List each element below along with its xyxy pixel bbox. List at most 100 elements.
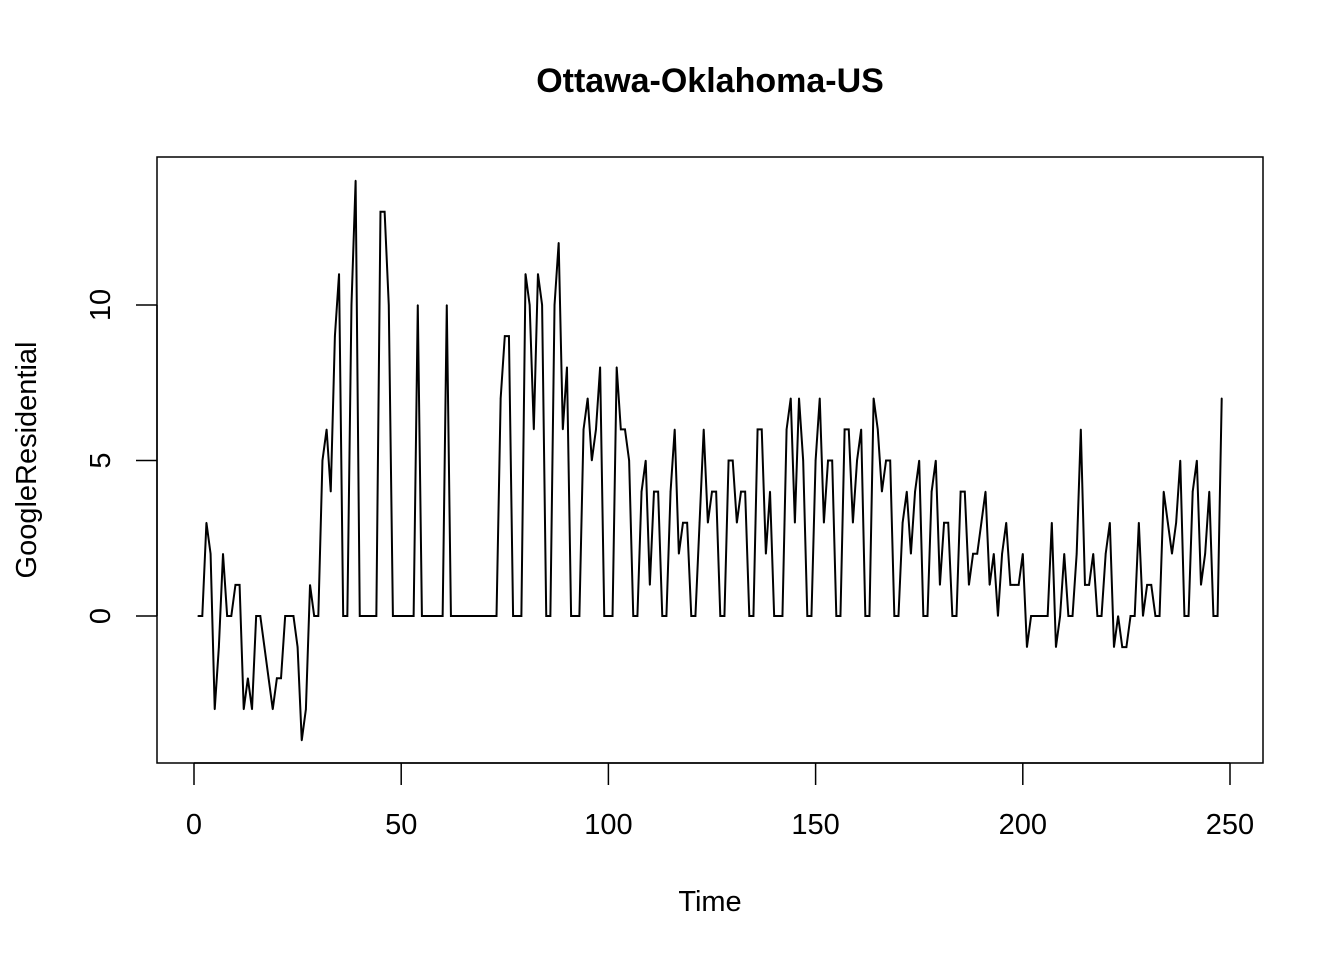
data-point <box>744 490 746 493</box>
data-point <box>537 273 539 275</box>
data-point <box>1055 646 1057 648</box>
data-point <box>387 304 390 306</box>
data-point <box>325 428 328 431</box>
data-point <box>715 490 717 493</box>
data-point <box>338 273 340 275</box>
x-axis-label: Time <box>678 886 741 918</box>
data-point <box>462 615 465 617</box>
data-point <box>698 521 701 524</box>
data-point <box>470 615 473 617</box>
data-point <box>972 553 974 555</box>
data-point <box>789 397 792 400</box>
data-point <box>694 615 697 617</box>
data-point <box>611 615 614 617</box>
data-point <box>835 615 838 617</box>
data-point <box>1208 490 1211 493</box>
data-point <box>1059 615 1061 617</box>
data-point <box>205 521 208 524</box>
data-point <box>872 397 875 400</box>
data-point <box>1146 584 1148 586</box>
data-point <box>466 615 469 617</box>
data-point <box>487 615 490 617</box>
data-point <box>798 397 800 400</box>
data-point <box>396 615 398 617</box>
data-point <box>350 304 353 306</box>
data-point <box>847 428 850 431</box>
data-point <box>271 708 274 711</box>
data-point <box>358 615 361 617</box>
data-point <box>421 615 423 617</box>
chart-title: Ottawa-Oklahoma-US <box>536 62 884 100</box>
data-point <box>595 428 597 431</box>
data-point <box>1216 615 1219 617</box>
data-point <box>1026 646 1028 648</box>
data-point <box>545 615 548 617</box>
data-point <box>939 584 941 586</box>
data-point <box>1096 615 1099 617</box>
data-point <box>827 459 829 462</box>
data-point <box>1154 615 1157 617</box>
data-point <box>905 490 908 493</box>
data-point <box>794 521 796 524</box>
data-point <box>893 615 896 617</box>
data-point <box>1092 553 1095 555</box>
data-point <box>802 459 804 462</box>
data-point <box>578 615 581 617</box>
data-point <box>727 459 730 462</box>
data-point <box>856 459 858 462</box>
data-point <box>810 615 813 617</box>
data-point <box>1071 615 1074 617</box>
data-point <box>968 584 970 586</box>
data-point <box>702 428 705 431</box>
data-point <box>769 490 771 493</box>
data-point <box>607 615 610 617</box>
data-point <box>910 553 912 555</box>
data-point <box>889 459 891 462</box>
data-point <box>1204 553 1206 555</box>
data-point <box>1046 615 1049 617</box>
data-point <box>628 459 630 462</box>
data-point <box>251 708 253 711</box>
data-point <box>1125 646 1128 648</box>
data-point <box>408 615 411 617</box>
data-point <box>980 521 983 524</box>
x-tick-label: 50 <box>385 809 417 841</box>
data-point <box>1104 553 1107 555</box>
data-point <box>218 646 220 648</box>
data-point <box>1001 553 1003 555</box>
data-point <box>860 428 862 431</box>
data-point <box>441 615 444 617</box>
data-point <box>375 615 378 617</box>
data-point <box>226 615 228 617</box>
data-point <box>1005 521 1008 524</box>
data-point <box>549 615 552 617</box>
data-point <box>400 615 403 617</box>
data-point <box>781 615 784 617</box>
data-point <box>416 304 419 306</box>
data-point <box>528 304 531 306</box>
data-point <box>1100 615 1103 617</box>
data-point <box>412 615 415 617</box>
data-point <box>512 615 514 617</box>
data-point <box>992 553 995 555</box>
data-point <box>445 304 448 306</box>
data-point <box>951 615 954 617</box>
data-point <box>1075 553 1078 555</box>
data-point <box>495 615 498 617</box>
data-point <box>276 677 278 679</box>
data-point <box>930 490 933 493</box>
data-point <box>562 428 564 431</box>
data-point <box>644 459 647 462</box>
data-point <box>752 615 755 617</box>
data-point <box>868 615 871 617</box>
data-point <box>1121 646 1124 648</box>
data-point <box>885 459 887 462</box>
data-point <box>756 428 759 431</box>
data-point <box>213 708 216 711</box>
data-point <box>1013 584 1016 586</box>
data-point <box>636 615 639 617</box>
data-point <box>1109 521 1111 524</box>
data-point <box>553 304 556 306</box>
data-point <box>305 708 307 711</box>
data-point <box>773 615 775 617</box>
